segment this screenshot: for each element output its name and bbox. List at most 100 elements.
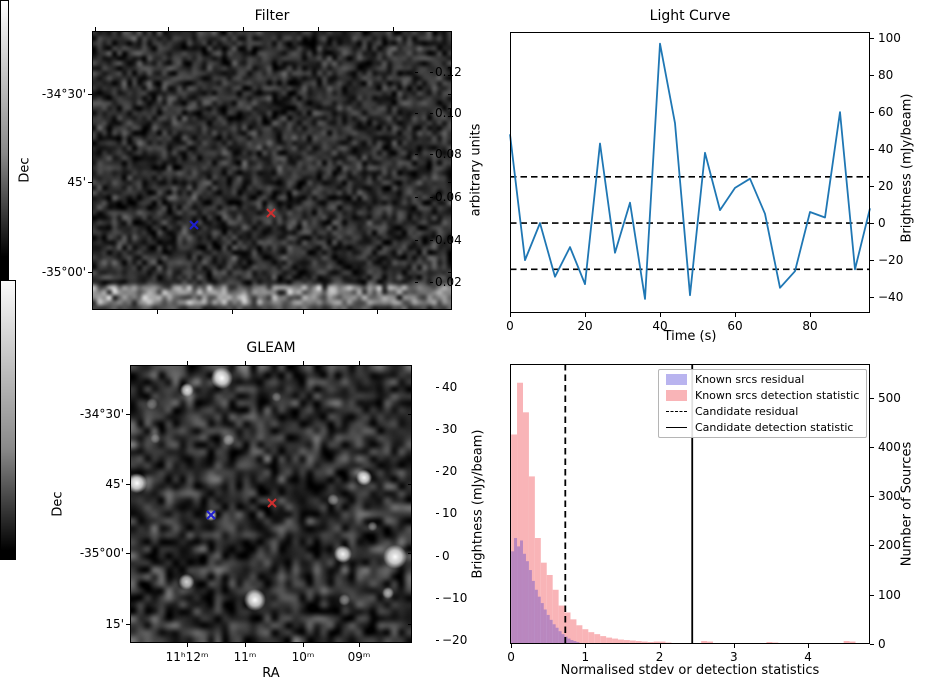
- filter-y-tick: [448, 272, 452, 273]
- histogram-xtick-label: 4: [804, 650, 812, 664]
- gleam-x-tick: [187, 643, 188, 647]
- gleam-xtick-label: 10ᵐ: [291, 650, 315, 664]
- residual-bar: [579, 643, 583, 644]
- candidate-marker-icon: [266, 208, 276, 218]
- detection-statistic-bar: [558, 605, 565, 644]
- gleam-xtick-label: 09ᵐ: [347, 650, 371, 664]
- filter-colorbar-tick-label: 0.04: [435, 233, 462, 247]
- gleam-x-tick: [303, 361, 304, 365]
- histogram-x-tick: [808, 644, 810, 648]
- gleam-xtick-label: 11ʰ12ᵐ: [165, 650, 209, 664]
- filter-colorbar-tick: [430, 113, 433, 114]
- legend-item-label: Candidate residual: [695, 404, 799, 418]
- gleam-title: GLEAM: [246, 340, 296, 356]
- light-curve-x-tick: [810, 313, 811, 317]
- detection-statistic-bar: [653, 641, 660, 644]
- light-curve-xtick-label: 0: [506, 319, 514, 333]
- known-source-marker-icon: [206, 510, 216, 520]
- residual-bar: [511, 551, 515, 644]
- histogram-ytick-label: 400: [878, 439, 901, 454]
- residual-bar: [520, 540, 523, 644]
- light-curve-y-tick: [870, 75, 874, 77]
- detection-statistic-bar: [623, 640, 630, 644]
- filter-y-tick: [88, 94, 92, 95]
- detection-statistic-bar: [612, 638, 618, 644]
- filter-colorbar-tick: [430, 282, 433, 283]
- gleam-ytick-label: -35°00': [79, 546, 124, 560]
- filter-top-tick: [318, 27, 319, 31]
- filter-y-tick: [448, 94, 452, 95]
- light-curve-y-tick: [870, 223, 874, 225]
- filter-colorbar-tick: [415, 154, 418, 155]
- detection-statistic-bar: [635, 641, 642, 644]
- light-curve-xtick-label: 80: [802, 319, 818, 333]
- detection-statistic-bar: [570, 619, 577, 644]
- gleam-xlabel: RA: [262, 666, 280, 681]
- filter-ytick-label: -35°00': [41, 265, 86, 279]
- detection-statistic-bar: [576, 625, 583, 644]
- detection-statistic-bar: [594, 634, 601, 644]
- histogram-y-tick: [870, 644, 874, 645]
- detection-statistic-bar: [659, 641, 666, 644]
- filter-colorbar-tick-label: 0.08: [435, 147, 462, 161]
- filter-y-tick: [88, 182, 92, 183]
- histogram-y-tick: [870, 397, 874, 399]
- histogram-xlabel: Normalised stdev or detection statistics: [560, 663, 820, 678]
- histogram-ytick-label: 300: [878, 489, 901, 504]
- legend: Known srcs residual Known srcs detection …: [658, 369, 867, 438]
- filter-y-tick: [448, 182, 452, 183]
- detection-statistic-bar: [618, 639, 624, 644]
- detection-statistic-bar: [564, 612, 571, 644]
- histogram-xtick-label: 2: [655, 650, 664, 664]
- detection-statistic-bar: [701, 641, 708, 644]
- gleam-x-tick: [245, 643, 246, 647]
- legend-patch-swatch: [666, 373, 687, 385]
- histogram-plot: [511, 364, 856, 644]
- residual-bar: [528, 570, 532, 644]
- filter-colorbar-tick: [415, 113, 418, 114]
- filter-colorbar-tick-label: 0.06: [435, 190, 462, 204]
- filter-top-tick: [243, 27, 244, 31]
- detection-statistic-bar: [582, 629, 589, 644]
- histogram-xtick-label: 3: [729, 650, 738, 664]
- detection-statistic-bar: [540, 562, 547, 644]
- gleam-xtick-label: 11ᵐ: [233, 650, 257, 664]
- light-curve-ytick-label: 60: [878, 105, 894, 120]
- gleam-colorbar-tick-label: −10: [442, 591, 468, 605]
- gleam-x-tick: [245, 361, 246, 365]
- gleam-colorbar-tick: [436, 598, 439, 599]
- light-curve-ytick-label: 100: [878, 31, 901, 46]
- detection-statistic-bar: [677, 643, 684, 644]
- gleam-y-tick: [126, 484, 130, 485]
- histogram-x-tick: [585, 644, 587, 648]
- filter-bottom-tick: [303, 310, 304, 314]
- gleam-colorbar-tick: [436, 513, 439, 514]
- filter-colorbar-tick: [430, 154, 433, 155]
- light-curve-ytick-label: −20: [878, 253, 904, 268]
- light-curve-ytick-label: 40: [878, 142, 894, 157]
- residual-bar: [555, 627, 559, 644]
- filter-ytick-label: 45': [67, 175, 86, 189]
- histogram-ytick-label: 200: [878, 538, 901, 553]
- known-source-marker-icon: [189, 220, 199, 230]
- light-curve-xtick-label: 20: [577, 319, 593, 333]
- gleam-colorbar-tick: [436, 471, 439, 472]
- gleam-colorbar-tick-label: 40: [442, 380, 458, 394]
- light-curve-ytick-label: 0: [878, 216, 886, 231]
- residual-bar: [549, 619, 553, 644]
- filter-top-tick: [393, 27, 394, 31]
- light-curve-x-tick: [585, 313, 586, 317]
- gleam-ytick-label: -34°30': [79, 407, 124, 421]
- residual-bar: [546, 614, 550, 644]
- light-curve-plot: [509, 42, 871, 300]
- residual-bar: [570, 640, 574, 644]
- detection-statistic-bar: [546, 574, 553, 644]
- light-curve-y-tick: [870, 149, 874, 151]
- light-curve-x-tick: [510, 313, 511, 317]
- histogram-y-tick: [870, 496, 874, 498]
- residual-bar: [540, 603, 544, 644]
- legend-item-label: Known srcs detection statistic: [695, 388, 860, 402]
- gleam-colorbar-tick-label: 0: [442, 549, 450, 563]
- legend-item: Known srcs residual: [666, 371, 804, 387]
